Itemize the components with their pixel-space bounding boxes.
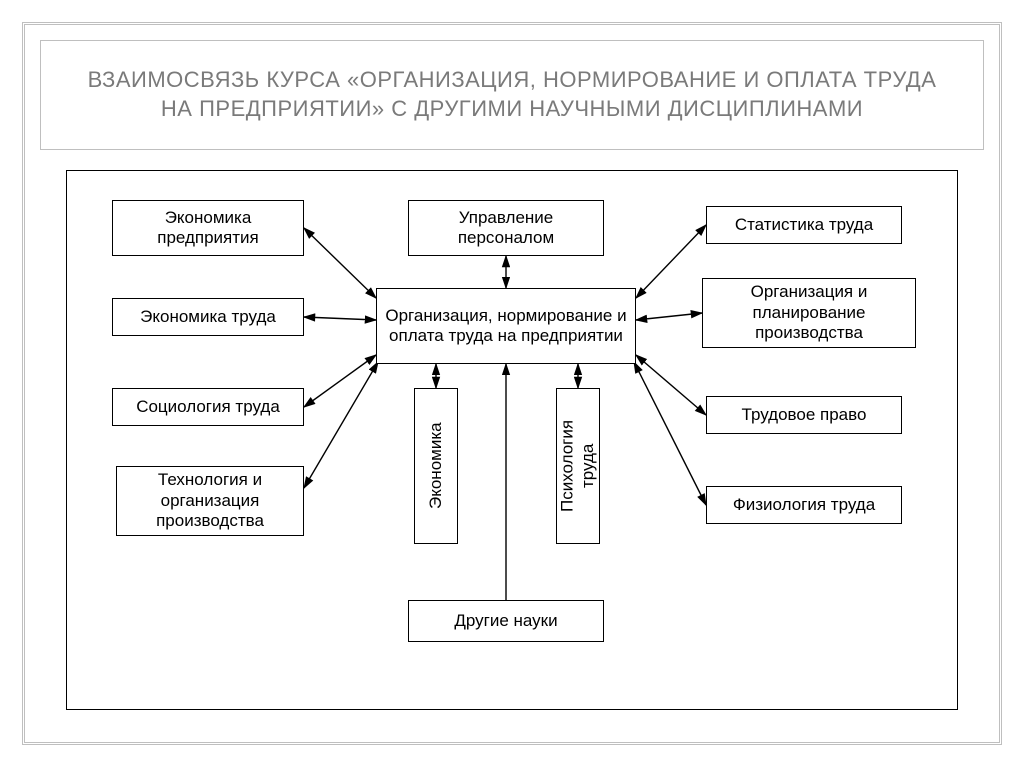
title-frame: ВЗАИМОСВЯЗЬ КУРСА «ОРГАНИЗАЦИЯ, НОРМИРОВ… bbox=[40, 40, 984, 150]
slide-title: ВЗАИМОСВЯЗЬ КУРСА «ОРГАНИЗАЦИЯ, НОРМИРОВ… bbox=[69, 66, 955, 123]
node-economics_v: Экономика bbox=[414, 388, 458, 544]
node-econ_labor: Экономика труда bbox=[112, 298, 304, 336]
node-planning: Организация и планирование производства bbox=[702, 278, 916, 348]
node-econ_enterprise: Экономика предприятия bbox=[112, 200, 304, 256]
diagram-container: Организация, нормирование и оплата труда… bbox=[66, 170, 958, 730]
node-psychology_v: Психология труда bbox=[556, 388, 600, 544]
node-physiology: Физиология труда bbox=[706, 486, 902, 524]
node-other: Другие науки bbox=[408, 600, 604, 642]
node-personnel: Управление персоналом bbox=[408, 200, 604, 256]
node-labor_law: Трудовое право bbox=[706, 396, 902, 434]
node-center: Организация, нормирование и оплата труда… bbox=[376, 288, 636, 364]
node-technology: Технология и организация производства bbox=[116, 466, 304, 536]
node-stats: Статистика труда bbox=[706, 206, 902, 244]
node-sociology: Социология труда bbox=[112, 388, 304, 426]
